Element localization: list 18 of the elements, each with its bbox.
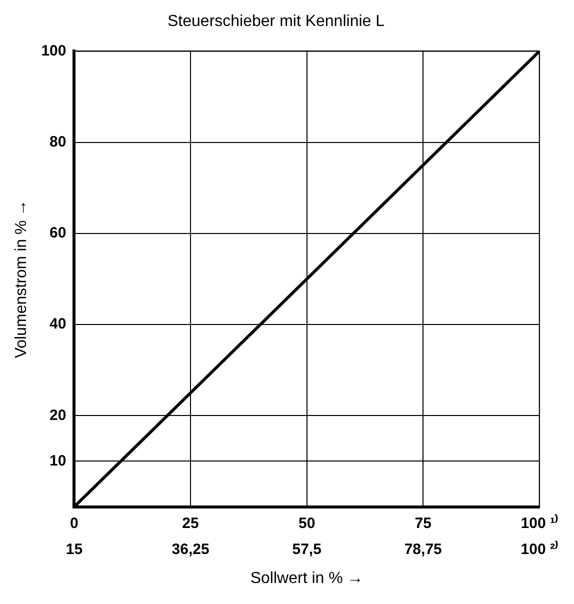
y-axis-title: Volumenstrom in % → bbox=[13, 200, 30, 358]
x2-tick-label: 57,5 bbox=[292, 540, 322, 558]
y-tick-label: 80 bbox=[50, 133, 66, 150]
x-axis-title: Sollwert in % → bbox=[250, 570, 364, 587]
x-tick-label: 50 bbox=[298, 514, 316, 532]
x-tick-label: 0 bbox=[70, 514, 78, 532]
x-tick-label: 100 ¹⁾ bbox=[520, 514, 558, 532]
x2-tick-label: 15 bbox=[66, 540, 83, 558]
y-tick-label: 60 bbox=[50, 224, 66, 242]
x2-tick-label: 36,25 bbox=[172, 540, 210, 558]
y-tick-label: 100 bbox=[41, 42, 66, 60]
x-tick-label: 25 bbox=[182, 514, 199, 532]
chart-title: Steuerschieber mit Kennlinie L bbox=[167, 13, 385, 30]
y-tick-label: 20 bbox=[50, 406, 66, 424]
y-tick-label: 40 bbox=[50, 316, 66, 333]
x-tick-label: 75 bbox=[414, 514, 432, 532]
x2-tick-label: 78,75 bbox=[404, 540, 442, 558]
y-tick-label: 10 bbox=[50, 452, 66, 470]
